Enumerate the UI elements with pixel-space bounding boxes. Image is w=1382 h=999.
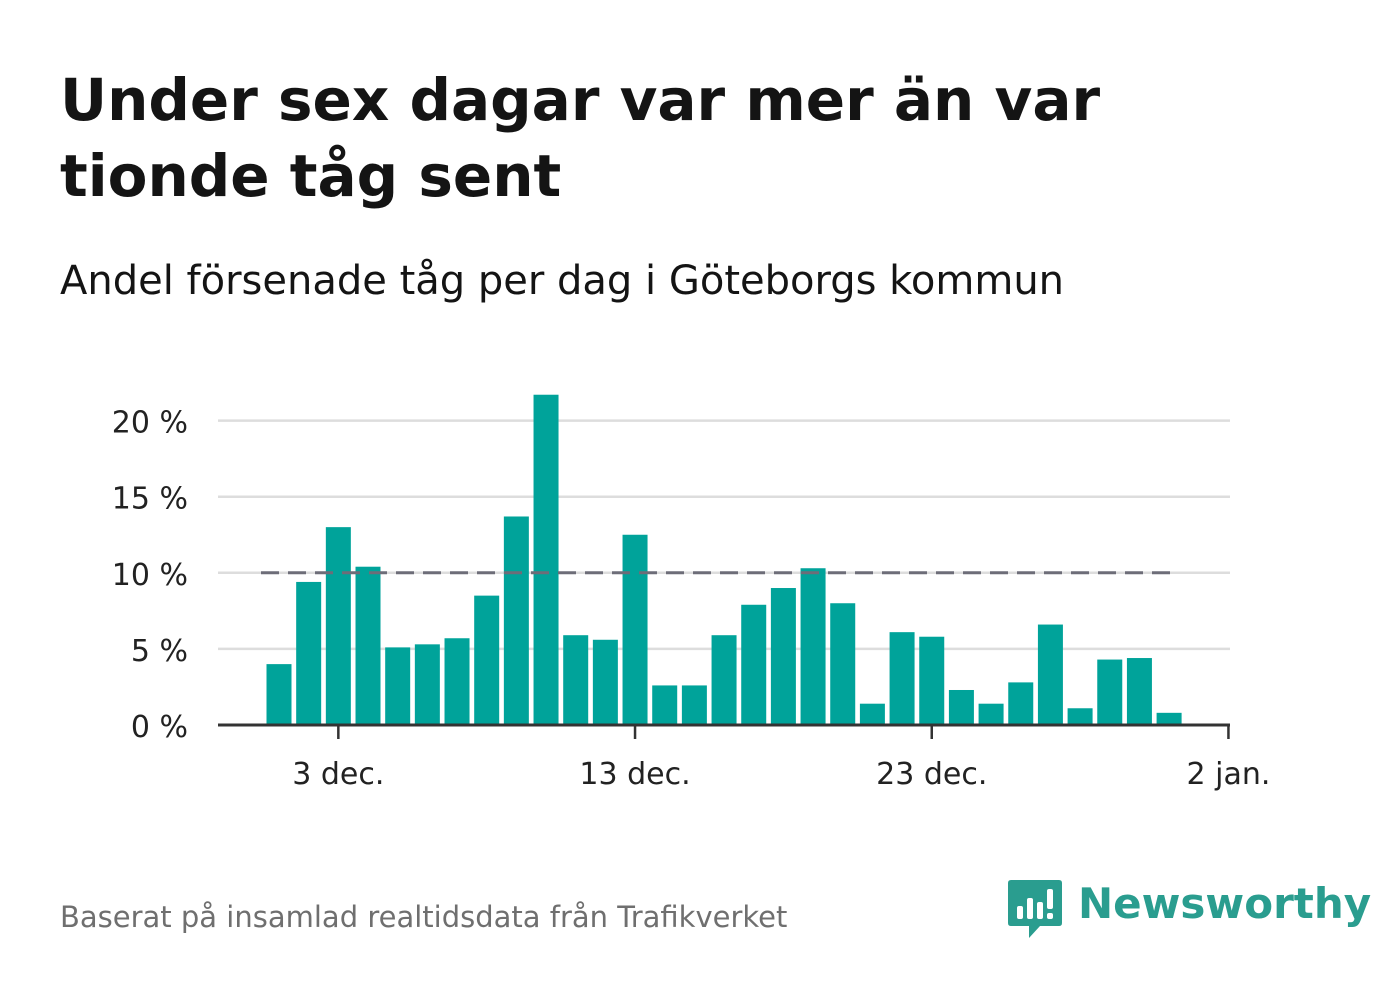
x-tick-label: 23 dec. xyxy=(876,757,987,792)
bar xyxy=(325,527,351,725)
brand-name: Newsworthy xyxy=(1078,879,1372,928)
bar xyxy=(1156,712,1182,725)
bar xyxy=(592,639,618,725)
bar xyxy=(889,632,915,725)
bar xyxy=(444,638,470,725)
y-tick-label: 20 % xyxy=(112,406,188,441)
bar xyxy=(296,581,322,725)
bar xyxy=(652,685,678,725)
bar xyxy=(919,636,945,725)
y-tick-label: 5 % xyxy=(131,634,188,669)
bar xyxy=(474,595,500,725)
bar xyxy=(741,604,767,725)
y-tick-label: 10 % xyxy=(112,558,188,593)
y-tick-label: 15 % xyxy=(112,482,188,517)
bar xyxy=(830,603,856,725)
bar xyxy=(266,664,292,725)
bar xyxy=(948,689,974,725)
bar xyxy=(1037,624,1063,725)
source-note: Baserat på insamlad realtidsdata från Tr… xyxy=(60,900,788,934)
bar-chart: 0 % 5 % 10 % 15 % 20 % 3 dec. 13 dec. 23 dec. 2 … xyxy=(112,394,1271,792)
bar xyxy=(800,568,826,725)
x-tick-label: 13 dec. xyxy=(579,757,690,792)
y-tick-label: 0 % xyxy=(131,710,188,745)
bar xyxy=(978,703,1004,725)
bar xyxy=(681,685,707,725)
x-tick-label: 3 dec. xyxy=(292,757,384,792)
x-tick-label: 2 jan. xyxy=(1186,757,1270,792)
chart-subtitle: Andel försenade tåg per dag i Göteborgs … xyxy=(60,258,1065,304)
bar xyxy=(859,703,885,725)
bar xyxy=(1126,658,1152,725)
bar xyxy=(503,516,529,725)
bar xyxy=(1008,682,1034,725)
bar xyxy=(355,566,381,725)
newsworthy-logo-icon xyxy=(1008,880,1062,938)
bar xyxy=(622,534,648,725)
bar xyxy=(414,644,440,725)
bar xyxy=(533,394,559,725)
bar xyxy=(385,647,411,725)
bar xyxy=(770,588,796,725)
axes: 0 % 5 % 10 % 15 % 20 % 3 dec. 13 dec. 23 dec. 2 … xyxy=(112,406,1271,792)
bar xyxy=(563,635,589,725)
chart-title: Under sex dagar var mer än var tionde tå… xyxy=(60,66,1101,210)
bars xyxy=(266,394,1182,725)
bar xyxy=(1097,659,1123,725)
bar xyxy=(1067,708,1093,725)
bar xyxy=(711,635,737,725)
